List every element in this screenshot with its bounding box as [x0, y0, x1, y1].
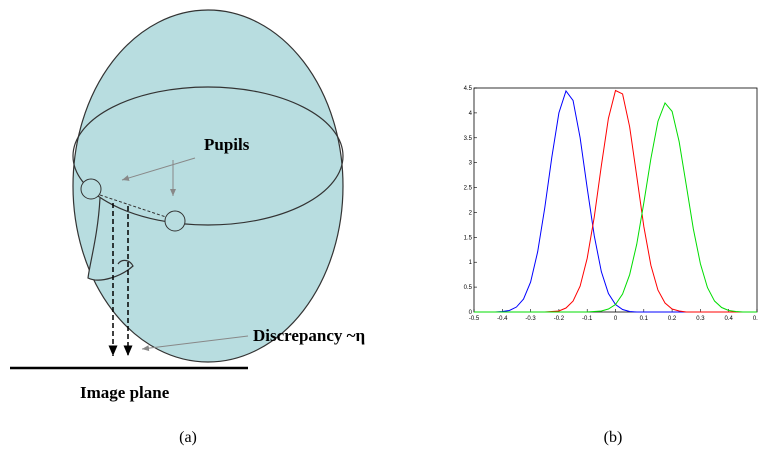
x-tick-label: 0.5: [753, 316, 758, 322]
x-tick-label: 0.4: [725, 316, 734, 322]
x-tick-label: 0: [614, 316, 618, 322]
y-tick-label: 2: [469, 210, 473, 216]
label: Pupils: [204, 135, 250, 154]
pupil: [81, 179, 101, 199]
y-tick-label: 2.5: [464, 186, 473, 192]
y-tick-label: 3: [469, 161, 473, 167]
x-tick-label: -0.3: [525, 316, 536, 322]
y-tick-label: 4.5: [464, 86, 473, 92]
y-tick-label: 1: [469, 260, 473, 266]
x-tick-label: -0.5: [469, 316, 480, 322]
series-line: [474, 103, 757, 312]
label: Discrepancy ~η: [253, 326, 365, 345]
caption: (a): [179, 429, 197, 446]
plot-frame: [474, 88, 757, 312]
series-line: [474, 91, 757, 312]
head-diagram: Pupils Discrepancy ~η Image plane (a) (b…: [10, 10, 622, 446]
x-tick-label: -0.1: [582, 316, 593, 322]
y-tick-label: 1.5: [464, 235, 473, 241]
x-tick-label: 0.2: [668, 316, 677, 322]
x-tick-label: -0.4: [497, 316, 508, 322]
x-tick-label: 0.1: [640, 316, 649, 322]
label: Image plane: [80, 383, 170, 402]
plot: 0 0.5 1 1.5 2 2.5 3 3.5 4 4.5 -0.5 -0.4 -0.3 -0.2 -0.1…: [464, 86, 758, 322]
y-tick-label: 4: [469, 111, 473, 117]
y-tick-label: 3.5: [464, 136, 473, 142]
caption: (b): [604, 429, 623, 446]
y-tick-label: 0.5: [464, 285, 473, 291]
pupil: [165, 211, 185, 231]
series-line: [474, 90, 757, 312]
x-tick-label: 0.3: [696, 316, 705, 322]
x-tick-label: -0.2: [554, 316, 565, 322]
figure: Pupils Discrepancy ~η Image plane (a) (b…: [0, 0, 758, 451]
